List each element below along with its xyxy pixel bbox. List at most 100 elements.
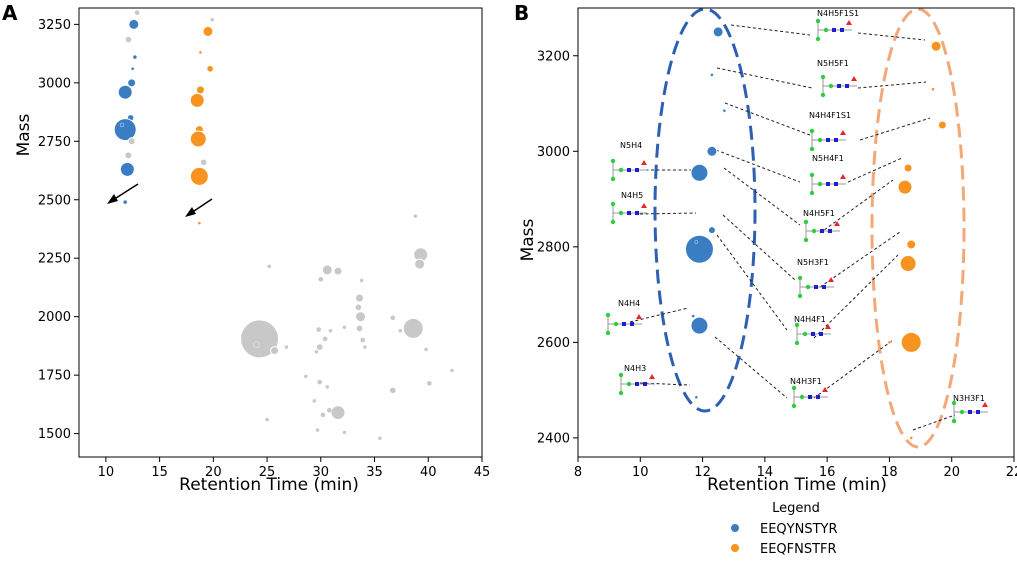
panel-a-ytick-label: 1500 xyxy=(38,427,71,442)
panel-a-point-gray xyxy=(317,379,323,385)
panel-b-point-blue xyxy=(684,234,714,264)
panel-a-point-blue xyxy=(123,199,128,205)
panel-a-point-gray xyxy=(320,412,326,418)
panel-a-xtick-label: 15 xyxy=(151,465,168,480)
panel-a-point-gray xyxy=(312,398,317,404)
panel-a-point-blue xyxy=(119,161,135,177)
glycan-icon xyxy=(809,172,846,196)
panel-b-point-blue xyxy=(722,108,727,113)
panel-b: B Mass Retention Time (min) 8 10 12 14 16 18 2… xyxy=(514,1,1017,557)
panel-a-point-gray xyxy=(210,17,215,22)
panel-a-point-gray xyxy=(328,328,333,333)
panel-a-point-gray xyxy=(316,343,323,351)
glycan-icon xyxy=(605,312,642,336)
legend: Legend EEQYNSTYR EEQFNSTFR xyxy=(731,501,838,557)
panel-a-point-gray xyxy=(318,276,324,282)
panel-a-point-gray xyxy=(125,36,132,43)
glycan-label: N4H5F1 xyxy=(803,209,835,218)
panel-b-ytick-label: 3200 xyxy=(537,49,570,64)
connector-line xyxy=(715,149,801,183)
glycan-label: N4H3F1 xyxy=(790,377,822,386)
panel-a-point-gray xyxy=(253,341,260,348)
orange-group-ellipse xyxy=(870,7,966,449)
panel-b-xtick-label: 18 xyxy=(881,465,898,480)
connector-line xyxy=(723,167,801,226)
panel-a-ytick-label: 2750 xyxy=(38,135,71,150)
panel-a-ytick-label: 3000 xyxy=(38,76,71,91)
glycan-label: N5H4F1 xyxy=(812,154,844,163)
panel-a-point-gray xyxy=(321,264,333,276)
panel-b-point-blue xyxy=(690,316,709,335)
panel-a-point-gray xyxy=(398,328,403,333)
panel-a-point-orange xyxy=(206,65,214,73)
panel-a-point-gray xyxy=(326,407,333,413)
panel-a-point-gray xyxy=(426,380,433,387)
panel-b-point-orange xyxy=(897,179,913,195)
panel-a-point-orange xyxy=(197,221,202,225)
panel-b-xtick-label: 16 xyxy=(819,465,836,480)
panel-a-point-gray xyxy=(402,317,424,339)
panel-a-point-gray xyxy=(389,387,397,394)
connector-line xyxy=(724,102,811,136)
connector-lines xyxy=(629,24,956,431)
glycan-icon xyxy=(610,201,647,225)
connector-line xyxy=(813,254,899,339)
legend-label-blue: EEQYNSTYR xyxy=(760,522,838,537)
panel-a-point-gray xyxy=(342,325,347,330)
panel-a-point-orange xyxy=(189,130,207,148)
panel-a-point-gray xyxy=(134,9,140,16)
panel-a-point-gray xyxy=(314,349,319,354)
connector-line xyxy=(629,307,689,323)
legend-label-orange: EEQFNSTFR xyxy=(760,542,837,557)
glycan-structures: N4H5F1S1 N5H5F1 N4H4F1S1 N5H4F1 N4H5F1 N5H3F1… xyxy=(605,9,988,424)
panel-b-xtick-label: 22 xyxy=(1006,465,1017,480)
panel-a-point-gray xyxy=(127,137,136,146)
panel-b-point-orange xyxy=(930,40,942,52)
panel-a-point-gray xyxy=(355,311,367,323)
panel-a-point-orange xyxy=(202,25,214,37)
panel-a-point-gray xyxy=(284,344,289,350)
legend-title: Legend xyxy=(772,501,820,516)
panel-b-point-blue xyxy=(690,163,709,182)
panel-a-ytick-label: 2500 xyxy=(38,193,71,208)
panel-b-point-blue xyxy=(706,145,718,157)
legend-marker-orange xyxy=(731,544,739,552)
legend-marker-blue xyxy=(731,524,739,532)
connector-line xyxy=(859,117,931,141)
connector-line xyxy=(722,214,796,281)
glycan-icon xyxy=(820,74,857,98)
connector-line xyxy=(857,81,927,89)
panel-b-point-orange xyxy=(937,120,947,130)
connector-line xyxy=(819,179,894,234)
panel-b-point-blue xyxy=(707,226,716,235)
panel-a-ytick-label: 2000 xyxy=(38,310,71,325)
connector-line xyxy=(857,32,926,41)
panel-a-point-gray xyxy=(333,266,343,276)
glycan-icon xyxy=(618,372,655,396)
panel-a-xtick-label: 10 xyxy=(98,465,115,480)
connector-line xyxy=(714,336,788,399)
glycan-icon xyxy=(809,128,846,152)
panel-a-point-gray xyxy=(362,344,368,350)
connector-line xyxy=(730,24,811,36)
panel-a-point-blue xyxy=(132,54,138,60)
arrow-orange-point xyxy=(185,198,213,217)
panel-a-point-blue xyxy=(119,122,125,128)
panel-b-ylabel: Mass xyxy=(518,218,538,261)
panel-b-point-blue xyxy=(694,240,699,244)
panel-b-point-orange xyxy=(903,163,913,173)
connector-line xyxy=(912,414,956,431)
panel-a-point-gray xyxy=(355,304,362,311)
panel-a-point-gray xyxy=(377,436,383,441)
panel-a-point-gray xyxy=(267,264,272,269)
glycan-icon xyxy=(791,385,828,409)
panel-b-xtick-label: 8 xyxy=(574,465,582,480)
arrow-blue-point xyxy=(107,183,139,204)
glycan-label: N4H5 xyxy=(621,191,643,200)
panel-a-point-blue xyxy=(117,84,133,100)
panel-b-ytick-label: 2600 xyxy=(537,336,570,351)
glycan-icon xyxy=(797,275,834,299)
blue-group-ellipse xyxy=(653,7,757,413)
panel-a: A Mass Retention Time (min) 10 15 20 25 30 35… xyxy=(2,1,490,495)
panel-a-point-gray xyxy=(360,337,366,343)
